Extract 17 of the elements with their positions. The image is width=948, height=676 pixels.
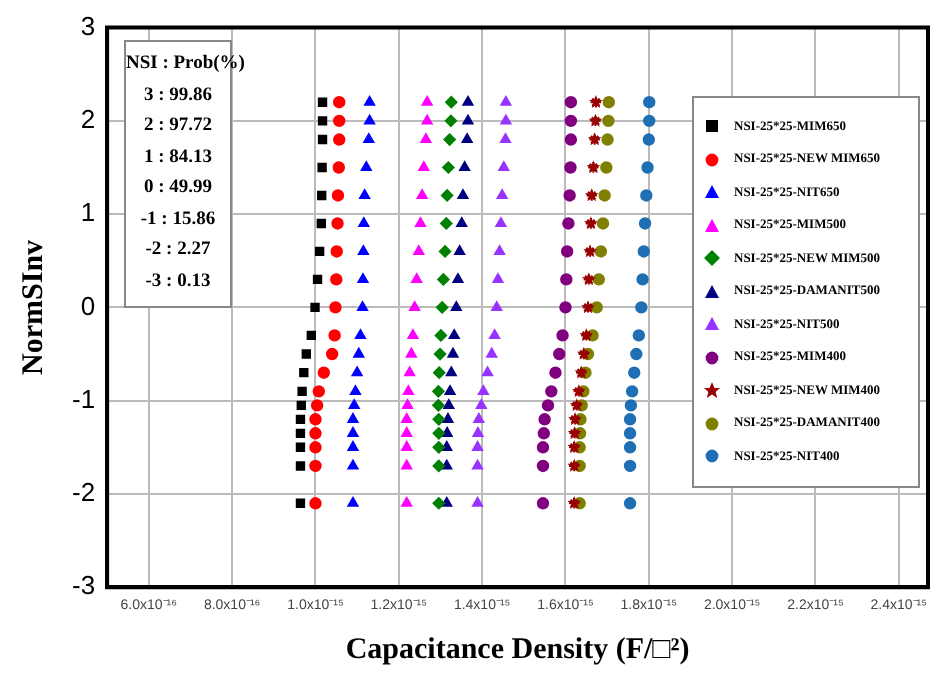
y-tick-label: -1 — [71, 383, 96, 414]
annotation: -3 : 0.13 — [143, 269, 213, 295]
y-tick-label: 2 — [80, 104, 96, 135]
annotation: -1 : 15.86 — [138, 207, 218, 233]
y-tick-label: -2 — [71, 477, 96, 508]
annotation: 3 : 99.86 — [141, 83, 215, 109]
annotation: 0 : 49.99 — [141, 176, 215, 202]
y-tick-label: 1 — [80, 197, 96, 228]
annotation: 1 : 84.13 — [141, 145, 215, 171]
x-axis-title: Capacitance Density (F/□²) — [345, 633, 690, 666]
annotation: -2 : 2.27 — [143, 238, 213, 264]
y-tick-label: -3 — [71, 570, 96, 601]
annotation: 2 : 97.72 — [141, 114, 215, 140]
y-tick-label: 3 — [80, 10, 96, 41]
y-axis-title: NormSInv — [17, 238, 50, 375]
y-tick-label: 0 — [80, 290, 96, 321]
annotation: NSI : Prob(%) — [126, 52, 245, 78]
